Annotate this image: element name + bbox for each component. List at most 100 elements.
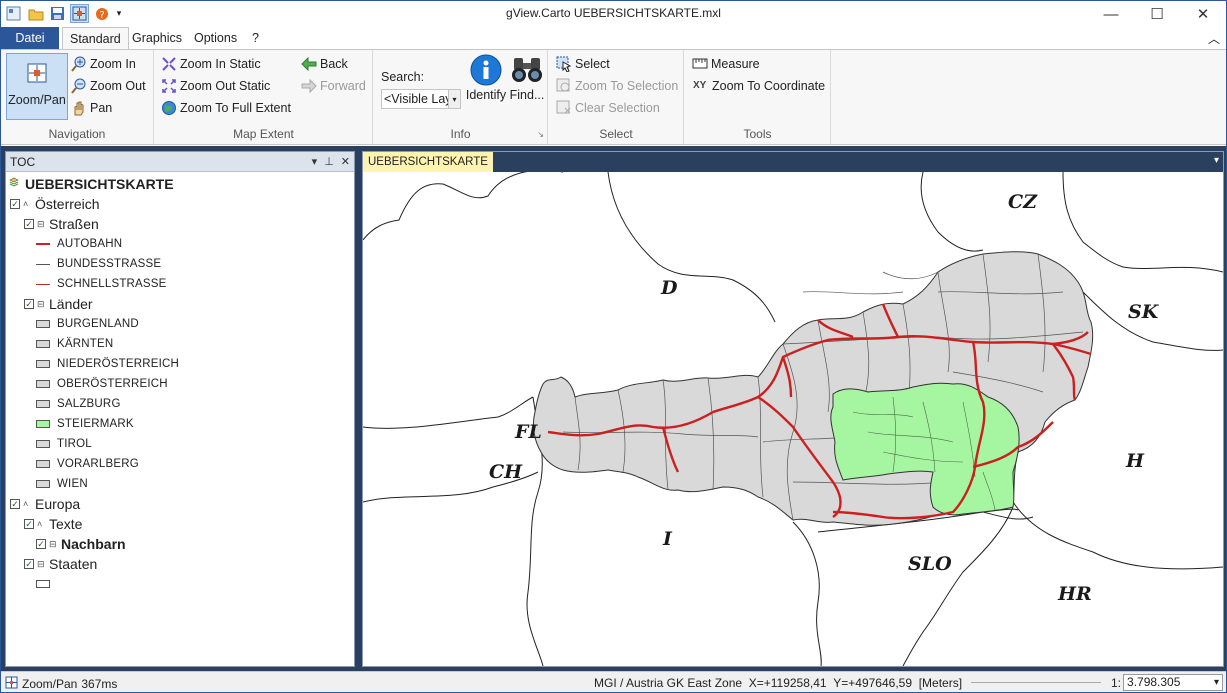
dropdown-arrow-icon[interactable]: ▾ xyxy=(448,90,460,108)
toc-panel: TOC ▾ ⊥ ✕ UEBERSICHTSKARTE ✓ ˄ Österreich … xyxy=(5,151,355,667)
globe-icon xyxy=(161,100,177,116)
zoom-slider[interactable] xyxy=(971,682,1101,683)
tree-node-laender[interactable]: ✓ ⊟ Länder xyxy=(6,294,354,314)
measure-button[interactable]: Measure xyxy=(692,53,760,74)
tree-node-texte[interactable]: ✓ ˄ Texte xyxy=(6,514,354,534)
zoom-full-extent-label: Zoom To Full Extent xyxy=(180,100,291,115)
ribbon: Zoom/Pan Zoom In Zoom Out Pan Navigation… xyxy=(1,49,1226,145)
fill-symbol xyxy=(36,480,50,488)
collapse-icon[interactable]: ⊟ xyxy=(37,298,45,309)
collapse-icon[interactable]: ⊟ xyxy=(37,218,45,229)
dialog-launcher-icon[interactable]: ↘ xyxy=(537,130,544,139)
tab-standard[interactable]: Standard xyxy=(62,27,129,50)
help-icon[interactable]: ? xyxy=(92,4,111,23)
zoom-in-static-icon xyxy=(161,56,177,72)
tree-node-oesterreich[interactable]: ✓ ˄ Österreich xyxy=(6,194,354,214)
layer-checkbox[interactable]: ✓ xyxy=(24,519,34,529)
zoom-pan-icon[interactable] xyxy=(70,4,89,23)
select-button[interactable]: Select xyxy=(556,53,610,74)
fill-symbol xyxy=(36,320,50,328)
layer-checkbox[interactable]: ✓ xyxy=(36,539,46,549)
zoom-in-button[interactable]: Zoom In xyxy=(71,53,136,74)
map-layers-icon xyxy=(9,177,20,191)
layer-checkbox[interactable]: ✓ xyxy=(10,499,20,509)
find-button[interactable]: Find... xyxy=(508,54,546,102)
select-label: Select xyxy=(575,56,610,71)
collapse-ribbon-icon[interactable]: ︿ xyxy=(1207,32,1220,46)
label-hr: HR xyxy=(1057,583,1092,605)
layer-checkbox[interactable]: ✓ xyxy=(10,199,20,209)
zoom-out-button[interactable]: Zoom Out xyxy=(71,75,146,96)
tree-node-staaten[interactable]: ✓ ⊟ Staaten xyxy=(6,554,354,574)
layer-checkbox[interactable]: ✓ xyxy=(24,219,34,229)
search-layer-select[interactable]: <Visible Lay ▾ xyxy=(381,89,461,109)
country-labels: CZ D SK FL CH H I SLO HR xyxy=(489,191,1160,605)
measure-ruler-icon xyxy=(692,56,708,72)
forward-button[interactable]: Forward xyxy=(301,75,366,96)
map-window: UEBERSICHTSKARTE ▾ xyxy=(362,151,1224,667)
identify-label: Identify xyxy=(465,88,507,102)
minimize-icon[interactable]: — xyxy=(1103,5,1119,23)
identify-button[interactable]: Identify xyxy=(464,54,508,102)
layer-checkbox[interactable]: ✓ xyxy=(24,299,34,309)
zoom-full-extent-button[interactable]: Zoom To Full Extent xyxy=(161,97,291,118)
quick-access-toolbar: ? ▾ xyxy=(4,4,124,23)
collapse-icon[interactable]: ˄ xyxy=(23,199,29,209)
close-icon[interactable]: ✕ xyxy=(1196,6,1210,23)
tab-graphics[interactable]: Graphics xyxy=(132,31,183,45)
collapse-icon[interactable]: ˄ xyxy=(23,499,29,509)
label-slo: SLO xyxy=(908,553,952,575)
tree-node-europa[interactable]: ✓ ˄ Europa xyxy=(6,494,354,514)
tree-label: Straßen xyxy=(49,216,99,232)
zoom-to-selection-button[interactable]: Zoom To Selection xyxy=(556,75,678,96)
new-icon[interactable] xyxy=(4,4,23,23)
back-button[interactable]: Back xyxy=(301,53,348,74)
xy-icon: XY xyxy=(693,80,707,91)
workspace: TOC ▾ ⊥ ✕ UEBERSICHTSKARTE ✓ ˄ Österreich … xyxy=(1,146,1226,671)
label-cz: CZ xyxy=(1008,191,1038,213)
clear-selection-button[interactable]: Clear Selection xyxy=(556,97,660,118)
legend-schnellstrasse: SCHNELLSTRASSE xyxy=(6,274,354,294)
zoom-to-selection-label: Zoom To Selection xyxy=(575,78,679,93)
zoom-out-static-button[interactable]: Zoom Out Static xyxy=(161,75,270,96)
clear-selection-icon xyxy=(556,100,572,116)
zoom-in-static-label: Zoom In Static xyxy=(180,56,261,71)
fill-symbol xyxy=(36,400,50,408)
maximize-icon[interactable]: ☐ xyxy=(1150,6,1164,23)
collapse-icon[interactable]: ⊟ xyxy=(49,538,57,549)
scale-combobox[interactable]: 3.798.305 xyxy=(1123,674,1224,691)
map-canvas[interactable]: CZ D SK FL CH H I SLO HR xyxy=(363,172,1223,666)
map-document-tab[interactable]: UEBERSICHTSKARTE xyxy=(363,152,493,172)
legend-label: STEIERMARK xyxy=(57,418,134,430)
tree-node-nachbarn[interactable]: ✓ ⊟ Nachbarn xyxy=(6,534,354,554)
tree-node-map[interactable]: UEBERSICHTSKARTE xyxy=(6,174,354,194)
group-navigation: Zoom/Pan Zoom In Zoom Out Pan Navigation xyxy=(1,50,154,144)
legend-bundesstrasse: BUNDESSTRASSE xyxy=(6,254,354,274)
map-svg[interactable]: CZ D SK FL CH H I SLO HR xyxy=(363,172,1223,666)
layer-checkbox[interactable]: ✓ xyxy=(24,559,34,569)
zoom-to-coordinate-button[interactable]: XY Zoom To Coordinate xyxy=(693,75,825,96)
line-symbol xyxy=(36,263,50,265)
pan-hand-icon xyxy=(71,100,87,116)
tab-file[interactable]: Datei xyxy=(1,27,59,49)
tab-menu-icon[interactable]: ▾ xyxy=(1213,155,1219,166)
collapse-icon[interactable]: ˄ xyxy=(37,519,43,529)
panel-menu-icon[interactable]: ▾ xyxy=(311,156,318,168)
zoom-in-static-button[interactable]: Zoom In Static xyxy=(161,53,261,74)
status-bar: Zoom/Pan 367ms MGI / Austria GK East Zon… xyxy=(1,671,1226,692)
zoom-pan-button[interactable]: Zoom/Pan xyxy=(6,53,68,120)
fill-symbol xyxy=(36,460,50,468)
open-folder-icon[interactable] xyxy=(26,4,45,23)
tree-label: Texte xyxy=(49,516,83,532)
tab-options[interactable]: Options xyxy=(194,31,238,45)
pin-icon[interactable]: ⊥ xyxy=(324,156,334,168)
close-panel-icon[interactable]: ✕ xyxy=(340,156,350,168)
pan-button[interactable]: Pan xyxy=(71,97,112,118)
tab-help[interactable]: ? xyxy=(252,31,259,45)
save-icon[interactable] xyxy=(48,4,67,23)
collapse-icon[interactable]: ⊟ xyxy=(37,558,45,569)
zoom-out-static-icon xyxy=(161,78,177,94)
tree-node-strassen[interactable]: ✓ ⊟ Straßen xyxy=(6,214,354,234)
customize-icon[interactable]: ▾ xyxy=(116,8,122,18)
toc-controls: ▾ ⊥ ✕ xyxy=(312,155,350,168)
